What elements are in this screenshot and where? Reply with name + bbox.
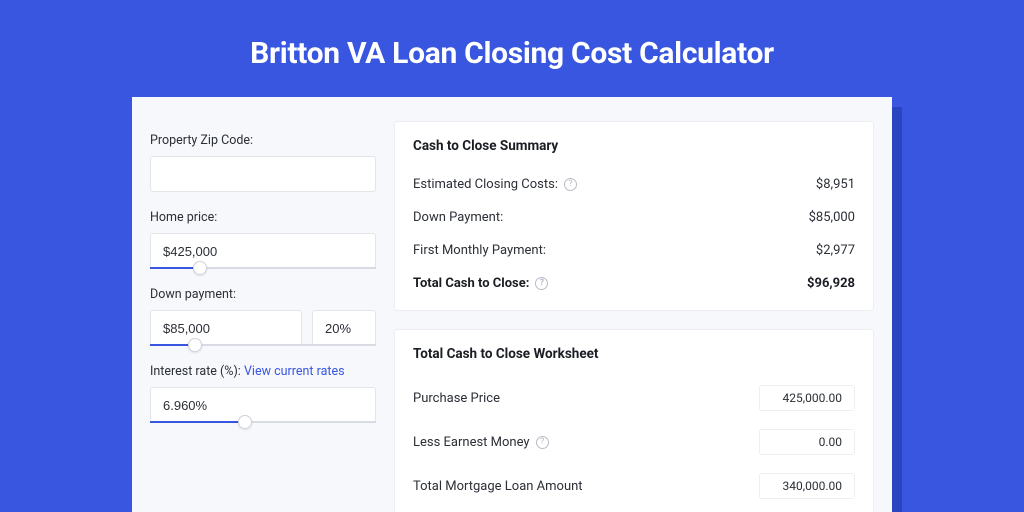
down-payment-pct-input[interactable] xyxy=(312,310,376,346)
summary-row-label: First Monthly Payment: xyxy=(413,243,546,258)
summary-row-value: $85,000 xyxy=(809,210,855,225)
summary-row: Down Payment: $85,000 xyxy=(413,201,855,234)
home-price-label: Home price: xyxy=(150,210,376,225)
summary-row-label: Estimated Closing Costs: xyxy=(413,177,558,192)
summary-row-value: $8,951 xyxy=(816,177,855,192)
page-title: Britton VA Loan Closing Cost Calculator xyxy=(250,36,774,71)
worksheet-row-label: Total Mortgage Loan Amount xyxy=(413,479,583,494)
summary-row-label: Down Payment: xyxy=(413,210,503,225)
interest-rate-field: Interest rate (%): View current rates xyxy=(150,364,376,423)
view-rates-link[interactable]: View current rates xyxy=(244,364,345,379)
help-icon[interactable]: ? xyxy=(536,436,549,449)
inputs-sidebar: Property Zip Code: Home price: Down paym… xyxy=(150,121,376,512)
worksheet-row-label: Less Earnest Money xyxy=(413,435,530,450)
calculator-card: Property Zip Code: Home price: Down paym… xyxy=(132,97,892,512)
home-price-field: Home price: xyxy=(150,210,376,269)
worksheet-row-value: 425,000.00 xyxy=(759,385,855,411)
worksheet-panel: Total Cash to Close Worksheet Purchase P… xyxy=(394,329,874,512)
worksheet-row-label: Purchase Price xyxy=(413,391,500,406)
summary-panel: Cash to Close Summary Estimated Closing … xyxy=(394,121,874,311)
down-payment-input[interactable] xyxy=(150,310,302,346)
interest-rate-label: Interest rate (%): View current rates xyxy=(150,364,376,379)
interest-rate-slider[interactable] xyxy=(150,421,376,423)
summary-total-row: Total Cash to Close: ? $96,928 xyxy=(413,267,855,300)
interest-rate-input[interactable] xyxy=(150,387,376,423)
worksheet-title: Total Cash to Close Worksheet xyxy=(413,346,855,362)
worksheet-row-value: 0.00 xyxy=(759,429,855,455)
summary-total-label: Total Cash to Close: xyxy=(413,276,529,291)
down-payment-label: Down payment: xyxy=(150,287,376,302)
worksheet-row: Less Earnest Money ? 0.00 xyxy=(413,420,855,464)
worksheet-row-value: 340,000.00 xyxy=(759,473,855,499)
zip-field: Property Zip Code: xyxy=(150,133,376,192)
zip-input[interactable] xyxy=(150,156,376,192)
summary-row-value: $2,977 xyxy=(816,243,855,258)
worksheet-row: Total Second Mortgage Amount ? 0.00 xyxy=(413,508,855,512)
home-price-slider[interactable] xyxy=(150,267,376,269)
summary-title: Cash to Close Summary xyxy=(413,138,855,154)
worksheet-row: Purchase Price 425,000.00 xyxy=(413,376,855,420)
summary-row: Estimated Closing Costs: ? $8,951 xyxy=(413,168,855,201)
help-icon[interactable]: ? xyxy=(535,277,548,290)
summary-row: First Monthly Payment: $2,977 xyxy=(413,234,855,267)
help-icon[interactable]: ? xyxy=(564,178,577,191)
zip-label: Property Zip Code: xyxy=(150,133,376,148)
card-wrapper: Property Zip Code: Home price: Down paym… xyxy=(132,97,892,512)
down-payment-slider[interactable] xyxy=(150,344,376,346)
down-payment-field: Down payment: xyxy=(150,287,376,346)
home-price-input[interactable] xyxy=(150,233,376,269)
interest-rate-label-text: Interest rate (%): xyxy=(150,364,241,379)
worksheet-row: Total Mortgage Loan Amount 340,000.00 xyxy=(413,464,855,508)
results-main: Cash to Close Summary Estimated Closing … xyxy=(394,121,874,512)
summary-total-value: $96,928 xyxy=(807,276,855,291)
